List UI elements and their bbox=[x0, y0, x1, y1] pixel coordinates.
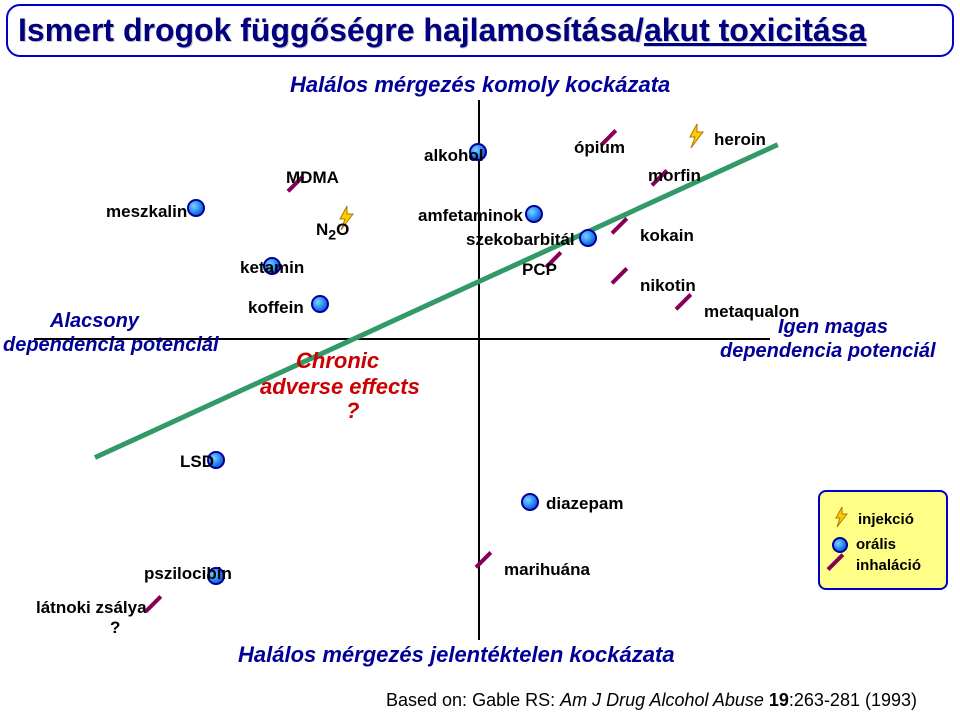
diamond-icon bbox=[832, 558, 848, 574]
label-N2O: N2O bbox=[316, 220, 349, 243]
legend: injekció orális inhaláció bbox=[818, 490, 948, 590]
legend-row-inhalacio: inhaláció bbox=[832, 557, 934, 574]
citation-prefix: Based on: Gable RS: bbox=[386, 690, 560, 710]
chronic-line2: adverse effects bbox=[260, 374, 420, 400]
point-meszkalin bbox=[187, 199, 205, 217]
label-diazepam: diazepam bbox=[546, 494, 623, 514]
label-LSD: LSD bbox=[180, 452, 214, 472]
label-pszilocibin: pszilocibin bbox=[144, 564, 232, 584]
label-meszkalin: meszkalin bbox=[106, 202, 187, 222]
point-latnoki-zsalya bbox=[142, 596, 173, 627]
label-heroin: heroin bbox=[714, 130, 766, 150]
label-amfetaminok: amfetaminok bbox=[418, 206, 523, 226]
axis-label-left-1: Alacsony bbox=[50, 310, 139, 333]
label-alkohol: alkohol bbox=[424, 146, 484, 166]
label-morfin: morfin bbox=[648, 166, 701, 186]
label-MDMA: MDMA bbox=[286, 168, 339, 188]
quadrant-chart: Halálos mérgezés komoly kockázata Halálo… bbox=[0, 0, 960, 718]
citation: Based on: Gable RS: Am J Drug Alcohol Ab… bbox=[386, 690, 917, 711]
axis-label-bottom: Halálos mérgezés jelentéktelen kockázata bbox=[238, 642, 675, 668]
bolt-icon bbox=[832, 506, 850, 532]
label-koffein: koffein bbox=[248, 298, 304, 318]
label-marihuana: marihuána bbox=[504, 560, 590, 580]
dot-icon bbox=[832, 537, 848, 553]
legend-inhalacio-label: inhaláció bbox=[856, 557, 921, 574]
label-szekobarbital: szekobarbitál bbox=[466, 230, 575, 250]
point-diazepam bbox=[521, 493, 539, 511]
citation-journal: Am J Drug Alcohol Abuse bbox=[560, 690, 769, 710]
label-kokain: kokain bbox=[640, 226, 694, 246]
label-opium: ópium bbox=[574, 138, 625, 158]
point-amfetaminok bbox=[525, 205, 543, 223]
citation-rest: :263-281 (1993) bbox=[789, 690, 917, 710]
point-kokain bbox=[608, 218, 639, 249]
point-szekobarbital bbox=[579, 229, 597, 247]
point-heroin bbox=[686, 123, 706, 149]
chronic-q: ? bbox=[346, 398, 359, 424]
point-metaqualon bbox=[672, 294, 703, 325]
label-nikotin: nikotin bbox=[640, 276, 696, 296]
label-PCP: PCP bbox=[522, 260, 557, 280]
label-ketamin: ketamin bbox=[240, 258, 304, 278]
chronic-line1: Chronic bbox=[296, 348, 379, 374]
citation-vol: 19 bbox=[769, 690, 789, 710]
legend-row-injekcio: injekció bbox=[832, 506, 934, 532]
legend-injekcio-label: injekció bbox=[858, 511, 914, 528]
green-diagonal-line bbox=[94, 142, 779, 460]
label-latnoki-zsalya: látnoki zsálya bbox=[36, 598, 147, 618]
axis-label-right-2: dependencia potenciál bbox=[720, 340, 936, 363]
label-metaqualon: metaqualon bbox=[704, 302, 799, 322]
point-nikotin bbox=[608, 268, 639, 299]
legend-oralis-label: orális bbox=[856, 536, 896, 553]
axis-label-left-2: dependencia potenciál bbox=[3, 334, 219, 357]
label-latnoki-q: ? bbox=[110, 618, 120, 638]
legend-row-oralis: orális bbox=[832, 536, 934, 553]
point-koffein bbox=[311, 295, 329, 313]
axis-label-top: Halálos mérgezés komoly kockázata bbox=[290, 72, 670, 98]
